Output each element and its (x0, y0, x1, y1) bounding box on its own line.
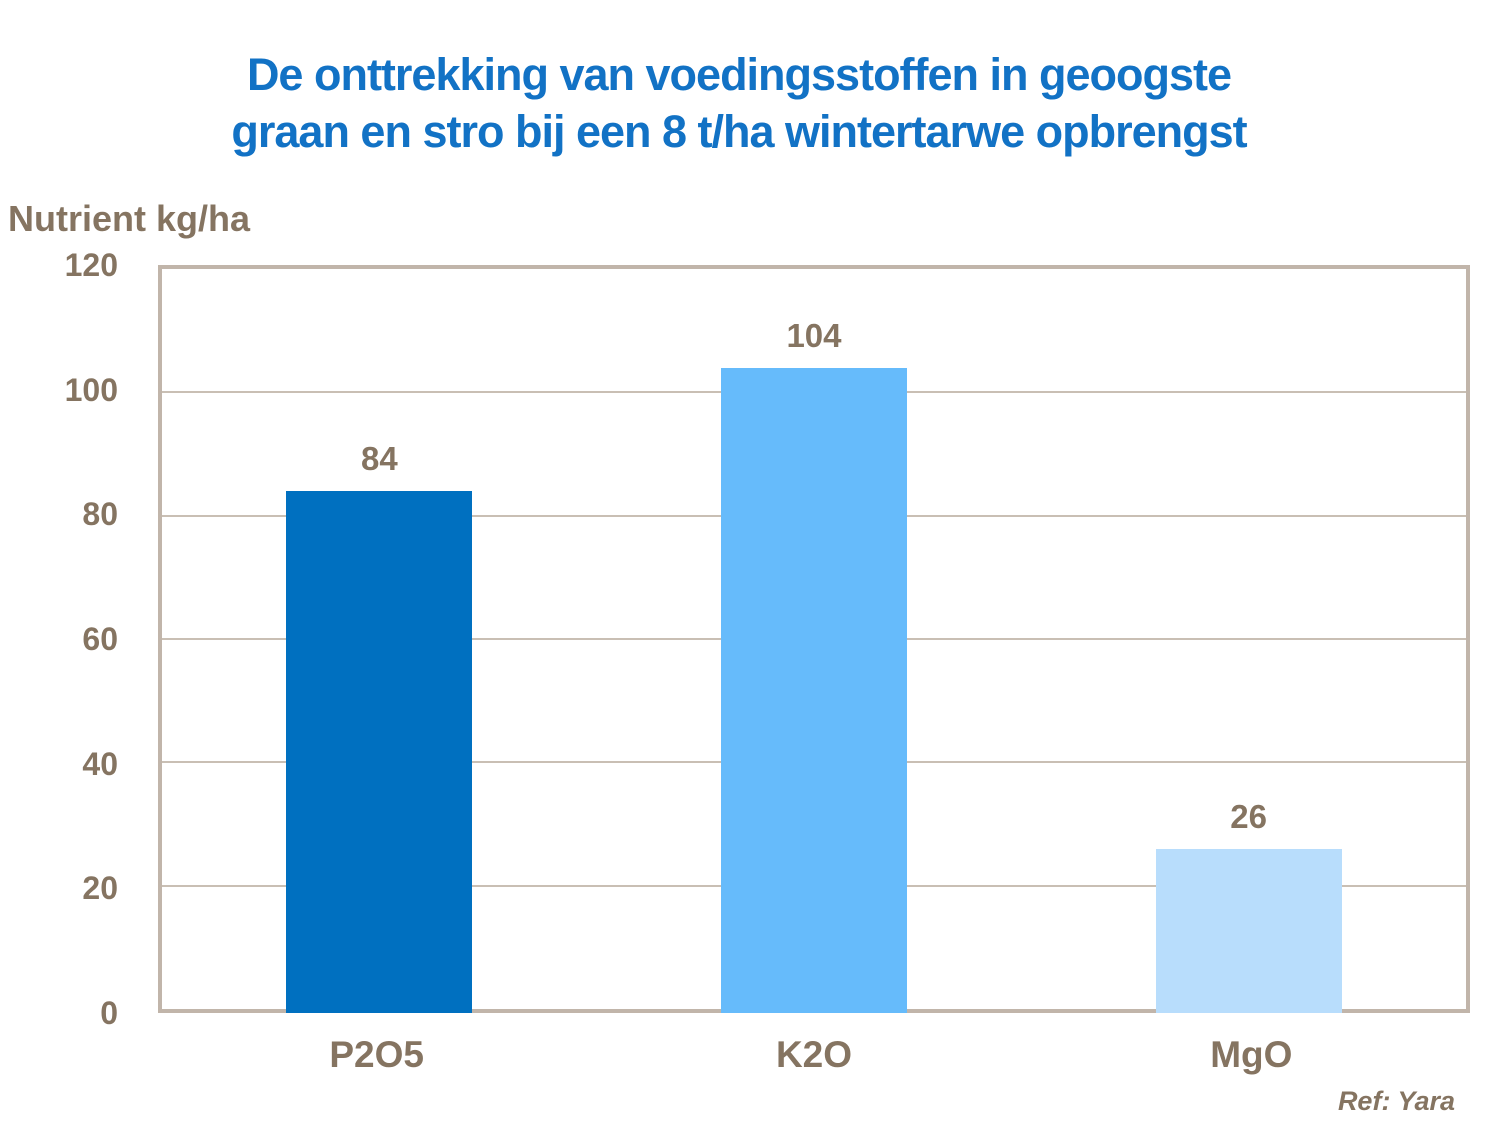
y-tick-label-120: 120 (64, 247, 118, 283)
bar-slot-p2o5: 84 (162, 269, 597, 1013)
y-tick-label-40: 40 (82, 745, 118, 782)
chart-title: De onttrekking van voedingsstoffen in ge… (0, 46, 1478, 160)
bar-value-label-k2o: 104 (786, 316, 842, 354)
bar-value-label-p2o5: 84 (360, 440, 398, 477)
bar-mgo (1155, 848, 1342, 1013)
reference-note: Ref: Yara (1337, 1086, 1455, 1116)
chart-title-line2: graan en stro bij een 8 t/ha wintertarwe… (231, 106, 1247, 157)
y-tick-label-20: 20 (82, 870, 118, 907)
bar-slot-k2o: 104 (597, 269, 1032, 1013)
bar-p2o5 (286, 491, 473, 1013)
bar-k2o (720, 367, 907, 1013)
y-tick-label-60: 60 (82, 621, 118, 657)
x-axis-label-p2o5: P2O5 (329, 1034, 424, 1075)
y-axis-title: Nutrient kg/ha (8, 198, 251, 239)
y-tick-label-100: 100 (64, 371, 118, 408)
y-tick-label-80: 80 (82, 496, 118, 533)
plot-area: 84 104 26 (158, 265, 1470, 1013)
y-tick-label-0: 0 (100, 995, 118, 1031)
x-axis-label-k2o: K2O (775, 1034, 853, 1075)
bar-slot-mgo: 26 (1031, 269, 1466, 1013)
x-axis-labels: P2O5 K2O MgO (158, 1034, 1470, 1076)
x-axis-label-mgo: MgO (1210, 1034, 1293, 1075)
bar-value-label-mgo: 26 (1230, 797, 1267, 835)
bars-layer: 84 104 26 (162, 269, 1466, 1013)
y-axis-tick-labels: 0 20 40 60 80 100 120 (0, 247, 118, 1031)
chart-title-line1: De onttrekking van voedingsstoffen in ge… (246, 49, 1232, 100)
